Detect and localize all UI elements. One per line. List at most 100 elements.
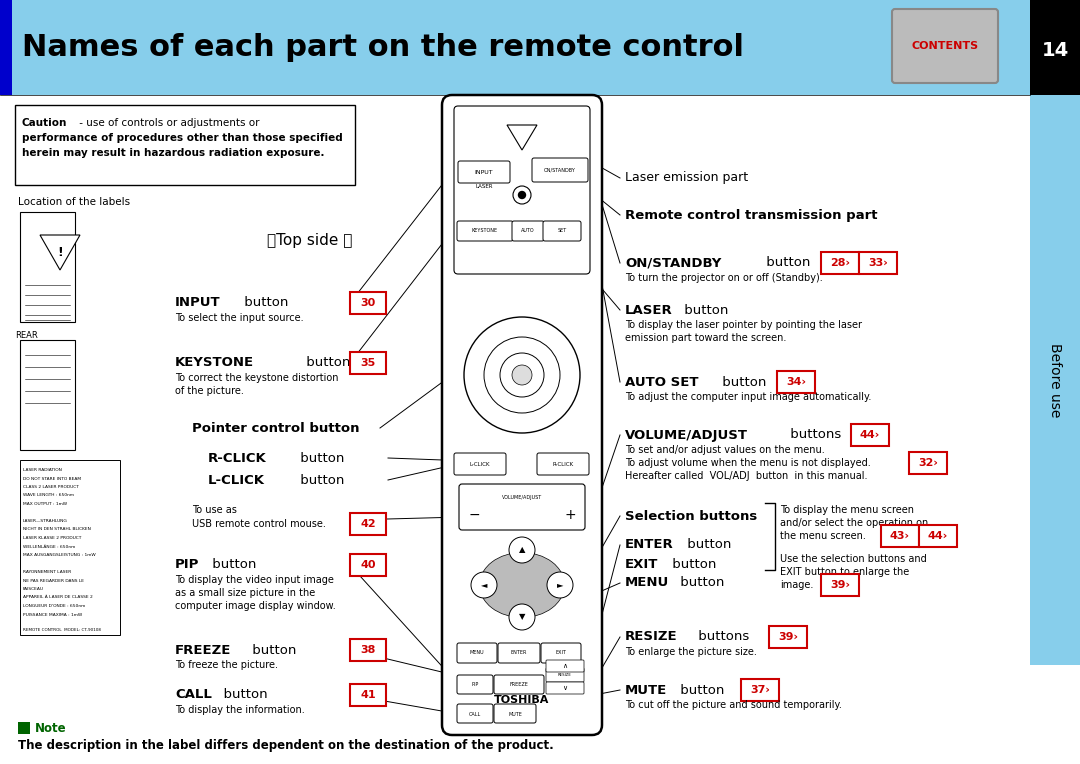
Text: EXIT: EXIT [555,650,567,656]
Text: TOSHIBA: TOSHIBA [495,695,550,705]
Text: 28›: 28› [831,258,850,268]
FancyBboxPatch shape [459,484,585,530]
Text: buttons: buttons [786,429,841,442]
Text: Selection buttons: Selection buttons [625,510,757,523]
FancyBboxPatch shape [741,679,779,701]
Text: AUTO: AUTO [522,228,535,234]
Text: ON/STANDBY: ON/STANDBY [625,257,721,270]
Text: NE PAS REGARDER DANS LE: NE PAS REGARDER DANS LE [23,578,84,582]
Text: The description in the label differs dependent on the destination of the product: The description in the label differs dep… [18,739,554,752]
Text: button: button [676,684,725,697]
Text: LASER KLASSE 2 PRODUCT: LASER KLASSE 2 PRODUCT [23,536,81,540]
Text: button: button [680,303,728,316]
Bar [1030,95,1080,665]
FancyBboxPatch shape [457,643,497,663]
FancyBboxPatch shape [350,352,386,374]
Circle shape [509,537,535,563]
Text: 39›: 39› [778,632,798,642]
FancyBboxPatch shape [532,158,588,182]
Polygon shape [507,125,537,150]
Text: RAYONNEMENT LASER: RAYONNEMENT LASER [23,570,71,574]
Text: MAX OUTPUT : 1mW: MAX OUTPUT : 1mW [23,502,67,506]
FancyBboxPatch shape [859,252,897,274]
Text: CLASS 2 LASER PRODUCT: CLASS 2 LASER PRODUCT [23,485,79,489]
Text: VOLUME/ADJUST: VOLUME/ADJUST [502,496,542,500]
FancyBboxPatch shape [498,643,540,663]
FancyBboxPatch shape [442,95,602,735]
Text: INPUT: INPUT [475,170,494,174]
Text: CALL: CALL [175,688,212,701]
Text: L-CLICK: L-CLICK [470,461,490,467]
Text: To use as: To use as [192,505,237,515]
Text: 14: 14 [1041,40,1068,60]
Text: ◄: ◄ [481,581,487,590]
Text: APPAREIL À LASER DE CLASSE 2: APPAREIL À LASER DE CLASSE 2 [23,595,93,600]
Text: EXIT: EXIT [625,558,659,571]
Text: Pointer control button: Pointer control button [192,422,360,435]
Text: NICHT IN DEN STRAHL BLICKEN: NICHT IN DEN STRAHL BLICKEN [23,527,91,532]
Text: image.: image. [780,580,813,590]
FancyBboxPatch shape [350,554,386,576]
FancyBboxPatch shape [546,682,584,694]
FancyBboxPatch shape [541,643,581,663]
Text: FREEZE: FREEZE [175,643,231,656]
Text: ▲: ▲ [518,545,525,555]
Bar [0,0,12,95]
Text: button: button [240,296,288,309]
Text: RESIZE: RESIZE [558,673,572,677]
Text: Location of the labels: Location of the labels [18,197,130,207]
Text: as a small size picture in the: as a small size picture in the [175,588,315,598]
FancyBboxPatch shape [537,453,589,475]
Circle shape [518,192,526,199]
Text: L-CLICK: L-CLICK [208,474,265,487]
Text: button: button [669,558,716,571]
FancyBboxPatch shape [350,684,386,706]
Text: button: button [683,539,731,552]
Text: MENU: MENU [470,650,484,656]
Text: AUTO SET: AUTO SET [625,375,699,389]
Text: button: button [215,688,268,701]
Text: MENU: MENU [625,577,670,590]
FancyBboxPatch shape [851,424,889,446]
Circle shape [464,317,580,433]
FancyBboxPatch shape [454,453,507,475]
Text: ENTER: ENTER [511,650,527,656]
Text: To set and/or adjust values on the menu.: To set and/or adjust values on the menu. [625,445,825,455]
Text: VOLUME/ADJUST: VOLUME/ADJUST [625,429,748,442]
Text: 34›: 34› [786,377,806,387]
Text: performance of procedures other than those specified: performance of procedures other than tho… [22,133,342,143]
Text: CONTENTS: CONTENTS [912,41,978,51]
Text: PUISSANCE MAXIMA : 1mW: PUISSANCE MAXIMA : 1mW [23,613,82,617]
Text: FAISCEAU: FAISCEAU [23,587,44,591]
Text: button: button [248,643,296,656]
Text: ►: ► [557,581,564,590]
Text: 37›: 37› [751,685,770,695]
Text: 39›: 39› [831,580,850,590]
Text: 44›: 44› [860,430,880,440]
Ellipse shape [480,552,565,617]
Text: To cut off the picture and sound temporarily.: To cut off the picture and sound tempora… [625,700,842,710]
Text: CALL: CALL [469,711,481,717]
FancyBboxPatch shape [512,221,544,241]
Text: REMOTE CONTROL  MODEL: CT-90108: REMOTE CONTROL MODEL: CT-90108 [23,628,102,632]
Text: 44›: 44› [928,531,948,541]
Text: Laser emission part: Laser emission part [625,171,748,184]
Text: button: button [296,452,345,465]
Text: emission part toward the screen.: emission part toward the screen. [625,333,786,343]
FancyBboxPatch shape [546,660,584,672]
Text: 32›: 32› [918,458,937,468]
Text: 43›: 43› [890,531,910,541]
FancyBboxPatch shape [769,626,807,648]
Text: Remote control transmission part: Remote control transmission part [625,209,877,222]
Bar [21,212,75,322]
Text: To freeze the picture.: To freeze the picture. [175,660,278,670]
Text: Before use: Before use [1048,343,1062,417]
Circle shape [546,572,573,598]
Text: herein may result in hazardous radiation exposure.: herein may result in hazardous radiation… [22,148,324,158]
FancyBboxPatch shape [821,574,859,596]
Circle shape [484,337,561,413]
FancyBboxPatch shape [821,252,859,274]
Text: and/or select the operation on: and/or select the operation on [780,518,928,528]
Text: To turn the projector on or off (Standby).: To turn the projector on or off (Standby… [625,273,823,283]
Polygon shape [40,235,80,270]
